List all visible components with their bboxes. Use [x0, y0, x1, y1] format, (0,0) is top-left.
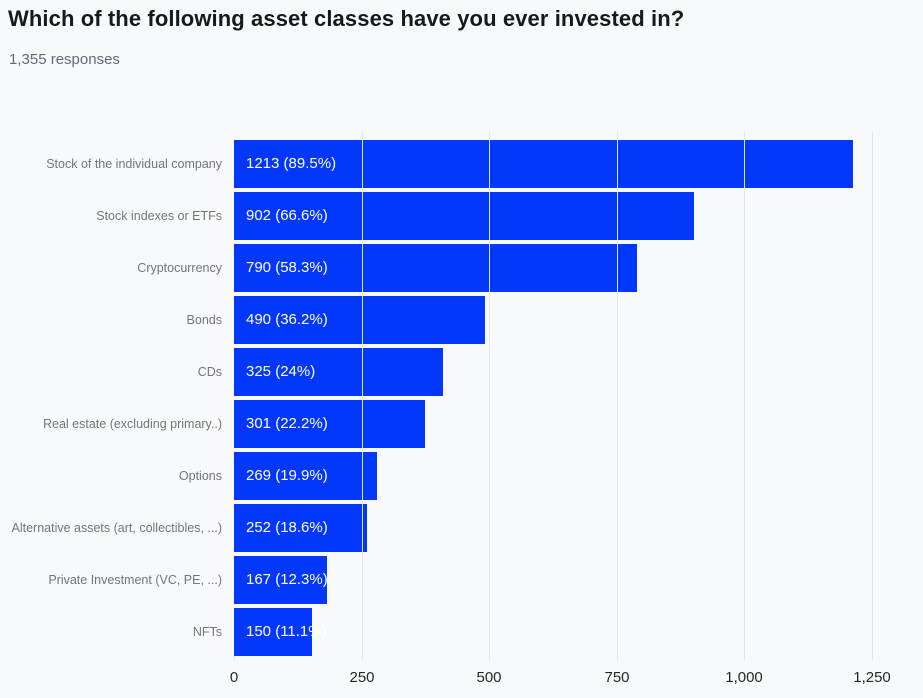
- category-label: Alternative assets (art, collectibles, .…: [11, 521, 223, 535]
- bar[interactable]: 790 (58.3%): [234, 244, 637, 292]
- category-label: Cryptocurrency: [137, 261, 222, 275]
- gridline: [617, 131, 618, 661]
- bar-row: Stock indexes or ETFs 902 (66.6%): [0, 192, 923, 240]
- bar[interactable]: 301 (22.2%): [234, 400, 425, 448]
- category-label: Options: [178, 469, 222, 483]
- bar[interactable]: 490 (36.2%): [234, 296, 485, 344]
- bar[interactable]: 252 (18.6%): [234, 504, 367, 552]
- bar-value-label: 902 (66.6%): [246, 207, 328, 224]
- gridline: [489, 131, 490, 661]
- category-label: Stock of the individual company: [46, 157, 222, 171]
- x-tick-label: 750: [604, 669, 630, 686]
- bar-row: Stock of the individual company 1213 (89…: [0, 140, 923, 188]
- bar-value-label: 490 (36.2%): [246, 311, 328, 328]
- bar-value-label: 252 (18.6%): [246, 519, 328, 536]
- page-title: Which of the following asset classes hav…: [8, 6, 685, 31]
- gridline: [744, 131, 745, 661]
- bar-value-label: 301 (22.2%): [246, 415, 328, 432]
- x-tick-label: 500: [476, 669, 502, 686]
- category-label: NFTs: [192, 625, 222, 639]
- gridline: [362, 131, 363, 661]
- bar-value-label: 269 (19.9%): [246, 467, 328, 484]
- category-label: Private Investment (VC, PE, ...): [48, 573, 222, 587]
- bar-value-label: 325 (24%): [246, 363, 316, 380]
- gridline: [234, 656, 235, 661]
- category-label: Bonds: [186, 313, 222, 327]
- bar-value-label: 1213 (89.5%): [246, 155, 337, 172]
- bar[interactable]: 1213 (89.5%): [234, 140, 853, 188]
- category-label: Real estate (excluding primary..): [42, 417, 222, 431]
- x-tick-label: 0: [229, 669, 239, 686]
- bar-row: Real estate (excluding primary..) 301 (2…: [0, 400, 923, 448]
- bar-value-label: 167 (12.3%): [246, 571, 328, 588]
- bar-value-label: 790 (58.3%): [246, 259, 328, 276]
- gridline: [872, 131, 873, 661]
- bar-row: Options 269 (19.9%): [0, 452, 923, 500]
- bar-row: CDs 325 (24%): [0, 348, 923, 396]
- category-label: CDs: [197, 365, 222, 379]
- bar[interactable]: 902 (66.6%): [234, 192, 694, 240]
- bar[interactable]: 167 (12.3%): [234, 556, 328, 604]
- x-tick-label: 250: [349, 669, 375, 686]
- bar[interactable]: 325 (24%): [234, 348, 443, 396]
- bar[interactable]: 150 (11.1%): [234, 608, 327, 656]
- bar-row: Cryptocurrency 790 (58.3%): [0, 244, 923, 292]
- bar-row: Private Investment (VC, PE, ...) 167 (12…: [0, 556, 923, 604]
- x-tick-label: 1,250: [853, 669, 891, 686]
- bar-row: NFTs 150 (11.1%): [0, 608, 923, 656]
- category-label: Stock indexes or ETFs: [96, 209, 222, 223]
- bar-row: Alternative assets (art, collectibles, .…: [0, 504, 923, 552]
- response-count: 1,355 responses: [9, 51, 120, 68]
- x-tick-label: 1,000: [725, 669, 763, 686]
- bar-row: Bonds 490 (36.2%): [0, 296, 923, 344]
- bar[interactable]: 269 (19.9%): [234, 452, 377, 500]
- bar-value-label: 150 (11.1%): [246, 623, 327, 640]
